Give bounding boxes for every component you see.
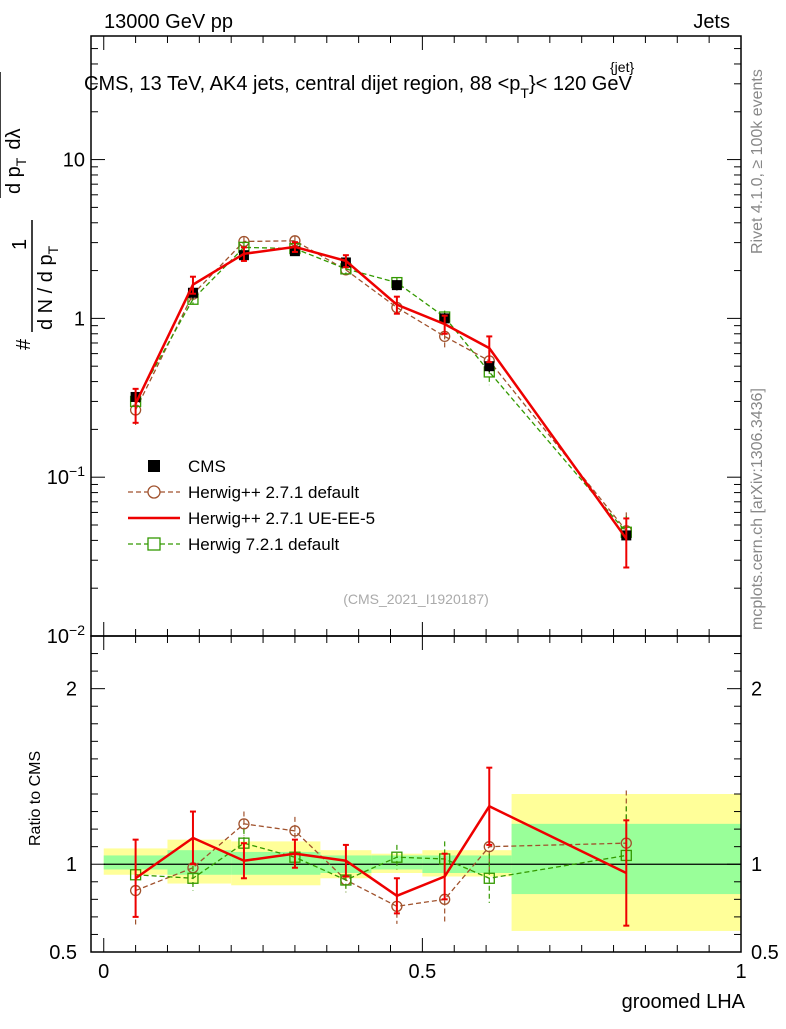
ratio-xtick-label: 1: [735, 961, 746, 983]
side-rivet: Rivet 4.1.0, ≥ 100k events: [749, 69, 766, 254]
main-ytick-base: 10: [47, 626, 69, 648]
ylabel-den2-text: d p: [3, 166, 25, 194]
header-right: Jets: [693, 11, 730, 33]
ylabel-hash-1: #: [13, 338, 35, 350]
ylabel-den2-sub: T: [13, 157, 29, 166]
legend-label: Herwig 7.2.1 default: [188, 535, 339, 554]
legend: CMS Herwig++ 2.7.1 default Herwig++ 2.7.1 …: [128, 457, 375, 554]
legend-label: Herwig++ 2.7.1 default: [188, 483, 359, 502]
ratio-xtick-label: 0.5: [408, 961, 436, 983]
ratio-herwig-7-2-1-default-point: [391, 851, 403, 863]
legend-marker-cms: [148, 460, 160, 472]
legend-marker-circle: [147, 485, 161, 499]
main-ytick-exp: −2: [69, 622, 85, 638]
watermark: (CMS_2021_I1920187): [343, 591, 489, 607]
header-left: 13000 GeV pp: [104, 11, 233, 33]
ratio-ytick-label-right: 0.5: [751, 942, 779, 964]
ratio-ytick-label: 0.5: [49, 942, 77, 964]
ylabel-den2: d pTdλ: [3, 129, 29, 195]
ratio-ytick-label-right: 1: [751, 854, 762, 876]
ratio-ytick-label: 2: [66, 679, 77, 701]
ylabel-den: d N / d pT: [35, 245, 61, 330]
ylabel-one: 1: [9, 239, 31, 250]
main-cms-point: [391, 280, 402, 291]
ratio-panel: 0 0.5 10.5 0.51 12 2: [49, 635, 779, 983]
main-ylabel: # 1 d N / d pT # d2N d pTdλ: [0, 72, 61, 350]
ylabel-dl: dλ: [3, 129, 25, 150]
svg-text:CMS, 13 TeV, AK4 jets, central: CMS, 13 TeV, AK4 jets, central dijet reg…: [84, 73, 632, 101]
side-mcplots: mcplots.cern.ch [arXiv:1306.3436]: [749, 388, 766, 630]
plot-title: CMS, 13 TeV, AK4 jets, central dijet reg…: [84, 59, 634, 101]
main-ytick-base: 10: [47, 467, 69, 489]
ratio-band-green: [167, 850, 232, 875]
ylabel-den-sub: T: [45, 245, 61, 254]
ratio-herwig-2-7-1-default-point: [289, 825, 301, 837]
main-ytick-base: 1: [74, 308, 85, 330]
legend-marker-square: [147, 537, 161, 551]
main-ytick-label: 10−2: [47, 622, 85, 648]
main-ytick-label: 10: [63, 150, 85, 172]
xlabel: groomed LHA: [622, 991, 746, 1013]
ratio-ylabel: Ratio to CMS: [27, 751, 44, 846]
ylabel-den-text: d N / d p: [35, 254, 57, 330]
ratio-ytick-label-right: 2: [751, 679, 762, 701]
title-sub: T: [520, 85, 529, 101]
title-sup: {jet}: [610, 59, 634, 75]
ratio-band-green: [231, 851, 321, 875]
ratio-herwig-7-2-1-default-point: [483, 872, 495, 884]
ratio-ytick-label: 1: [66, 854, 77, 876]
ratio-herwig-2-7-1-default-point: [238, 818, 250, 830]
legend-label: Herwig++ 2.7.1 UE-EE-5: [188, 509, 375, 528]
main-cms-point: [484, 361, 495, 372]
title-end: }< 120 GeV: [529, 73, 633, 95]
main-ytick-label: 1: [74, 308, 85, 330]
main-ytick-base: 10: [63, 150, 85, 172]
ratio-xtick-label: 0: [98, 961, 109, 983]
ratio-herwig-7-2-1-default-point: [187, 872, 199, 884]
legend-label: CMS: [188, 457, 226, 476]
main-ytick-label: 10−1: [47, 463, 85, 489]
title-main: CMS, 13 TeV, AK4 jets, central dijet reg…: [84, 73, 520, 95]
main-ytick-exp: −1: [69, 463, 85, 479]
